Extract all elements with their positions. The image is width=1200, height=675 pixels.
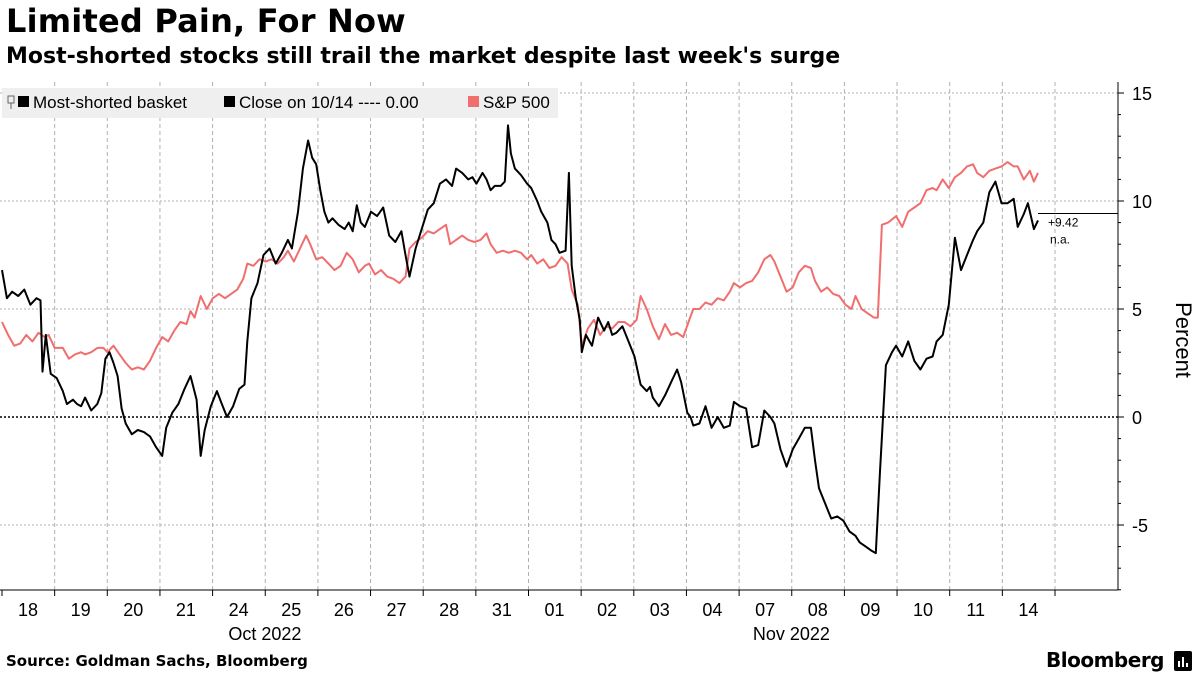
- x-tick-label: 19: [71, 600, 91, 620]
- x-tick-label: 24: [229, 600, 249, 620]
- x-tick-label: 11: [966, 600, 985, 620]
- legend-background: [2, 88, 558, 118]
- legend-label: Close on 10/14 ---- 0.00: [239, 93, 419, 112]
- x-tick-label: 14: [1018, 600, 1038, 620]
- x-tick-label: 25: [281, 600, 301, 620]
- x-tick-label: 26: [334, 600, 354, 620]
- series-line-s-p-500: [1, 161, 1039, 371]
- chart-title: Limited Pain, For Now: [6, 2, 406, 40]
- y-tick-label: 0: [1132, 408, 1142, 428]
- y-tick-label: -5: [1132, 516, 1148, 536]
- month-label: Nov 2022: [753, 624, 830, 644]
- x-tick-label: 07: [755, 600, 775, 620]
- x-tick-label: 03: [650, 600, 670, 620]
- y-tick-label: 15: [1132, 84, 1152, 104]
- x-tick-label: 10: [913, 600, 933, 620]
- bloomberg-logo: Bloomberg: [1046, 648, 1164, 672]
- x-tick-label: 27: [387, 600, 407, 620]
- month-label: Oct 2022: [228, 624, 301, 644]
- series-line-most-shorted-basket: [1, 124, 1039, 555]
- x-tick-label: 18: [18, 600, 38, 620]
- x-tick-label: 31: [492, 600, 512, 620]
- y-tick-label: 5: [1132, 300, 1142, 320]
- last-value-label: +9.42: [1048, 216, 1079, 230]
- legend-label: S&P 500: [483, 93, 550, 112]
- x-tick-label: 28: [439, 600, 459, 620]
- y-axis-label: Percent: [1171, 302, 1196, 378]
- chart-subtitle: Most-shorted stocks still trail the mark…: [6, 44, 841, 69]
- x-tick-label: 21: [176, 600, 196, 620]
- source-note: Source: Goldman Sachs, Bloomberg: [6, 652, 308, 670]
- last-value-sublabel: n.a.: [1050, 233, 1070, 247]
- x-tick-label: 08: [808, 600, 828, 620]
- legend-swatch: [224, 96, 235, 107]
- legend-swatch: [18, 96, 29, 107]
- x-tick-label: 02: [597, 600, 617, 620]
- x-tick-label: 01: [544, 600, 564, 620]
- legend-swatch: [468, 96, 479, 107]
- x-tick-label: 09: [860, 600, 880, 620]
- x-tick-label: 20: [123, 600, 143, 620]
- x-tick-label: 04: [702, 600, 722, 620]
- y-tick-label: 10: [1132, 192, 1152, 212]
- bloomberg-terminal-icon: [1174, 651, 1192, 671]
- legend-label: Most-shorted basket: [33, 93, 187, 112]
